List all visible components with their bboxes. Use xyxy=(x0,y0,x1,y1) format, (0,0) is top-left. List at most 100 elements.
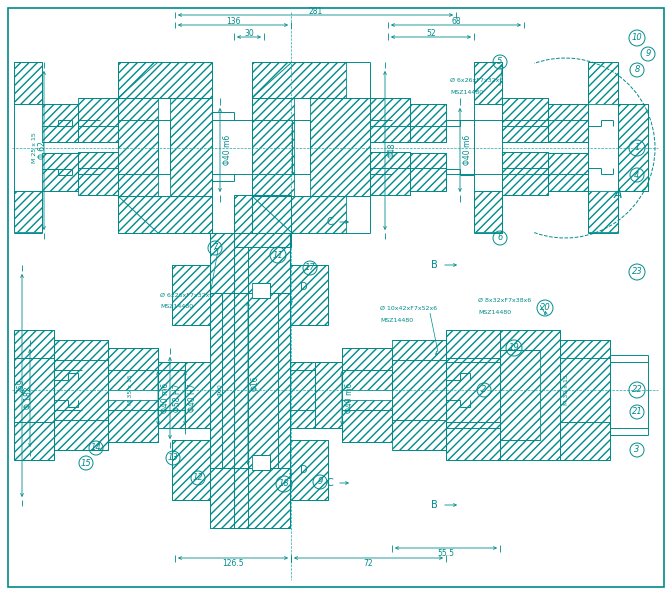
Bar xyxy=(502,98,548,142)
Text: 20: 20 xyxy=(540,303,550,312)
Text: 126.5: 126.5 xyxy=(222,559,244,568)
Bar xyxy=(118,98,158,196)
Text: 7: 7 xyxy=(212,243,218,252)
Text: MSZ14480: MSZ14480 xyxy=(450,89,483,95)
Text: Φ58 H7: Φ58 H7 xyxy=(173,384,182,412)
Bar xyxy=(588,62,618,104)
Text: 23: 23 xyxy=(632,268,642,277)
Text: 11: 11 xyxy=(273,250,284,259)
Text: Ø 6x26xF7x32x6: Ø 6x26xF7x32x6 xyxy=(450,77,503,83)
Text: Ø 8x32xF7x38x6: Ø 8x32xF7x38x6 xyxy=(478,298,532,302)
Text: 269: 269 xyxy=(16,378,25,393)
Bar xyxy=(370,98,410,142)
Bar xyxy=(210,233,290,293)
Bar xyxy=(618,104,648,191)
Bar xyxy=(410,104,446,142)
Text: Ø 6x26xF7x32x6: Ø 6x26xF7x32x6 xyxy=(160,293,213,298)
Text: 1: 1 xyxy=(634,143,640,152)
Text: D: D xyxy=(300,465,308,475)
Bar xyxy=(252,283,270,298)
Bar xyxy=(234,195,291,247)
Text: Φ40 m6: Φ40 m6 xyxy=(345,383,354,413)
Bar xyxy=(560,340,610,460)
Text: M 35 x 15: M 35 x 15 xyxy=(128,375,132,405)
Text: 22: 22 xyxy=(632,386,642,394)
Bar xyxy=(54,340,108,450)
Bar xyxy=(588,191,618,232)
Text: Ø 10x42xF7x52x6: Ø 10x42xF7x52x6 xyxy=(380,305,437,311)
Bar xyxy=(108,400,158,442)
Bar xyxy=(42,104,78,142)
Text: 6: 6 xyxy=(497,233,503,243)
Text: 72: 72 xyxy=(364,559,374,568)
Text: 13: 13 xyxy=(167,453,178,462)
Text: Φ48: Φ48 xyxy=(388,143,397,158)
Text: 12: 12 xyxy=(193,474,204,483)
Bar xyxy=(548,104,588,142)
Bar xyxy=(252,455,270,470)
Text: 136: 136 xyxy=(226,17,241,26)
Bar xyxy=(548,153,588,191)
Bar xyxy=(290,362,342,428)
Text: C: C xyxy=(327,217,333,227)
Text: Φ40 m6: Φ40 m6 xyxy=(223,135,232,165)
Text: 18: 18 xyxy=(279,480,290,488)
Bar xyxy=(500,350,540,440)
Bar xyxy=(252,62,346,98)
Bar xyxy=(14,330,54,460)
Text: 9: 9 xyxy=(645,49,650,58)
Text: Φ40 m6: Φ40 m6 xyxy=(463,135,472,165)
Text: Φ16: Φ16 xyxy=(251,376,260,392)
Text: Φ40 m6: Φ40 m6 xyxy=(161,383,170,413)
Bar xyxy=(474,62,502,104)
Bar xyxy=(252,196,346,233)
Text: 68: 68 xyxy=(451,17,461,26)
Text: 281: 281 xyxy=(308,7,323,15)
Bar xyxy=(290,440,328,500)
Bar xyxy=(170,98,212,196)
Bar xyxy=(118,62,212,98)
Bar xyxy=(370,152,410,195)
Text: C: C xyxy=(327,478,333,488)
Bar xyxy=(78,98,118,142)
Bar xyxy=(410,153,446,191)
Bar xyxy=(342,348,392,390)
Text: 3: 3 xyxy=(634,446,640,455)
Text: 30: 30 xyxy=(244,29,254,37)
Text: B: B xyxy=(431,500,437,510)
Bar xyxy=(108,348,158,390)
Text: 19: 19 xyxy=(509,343,519,352)
Text: 8: 8 xyxy=(634,65,640,74)
Bar xyxy=(14,191,42,232)
Text: 55.5: 55.5 xyxy=(437,549,454,558)
Text: 5: 5 xyxy=(497,58,503,67)
Bar xyxy=(342,400,392,442)
Text: MSZ14480: MSZ14480 xyxy=(478,309,511,315)
Text: Φ 62: Φ 62 xyxy=(38,142,47,159)
Text: 2: 2 xyxy=(481,386,487,394)
Text: Φ60: Φ60 xyxy=(218,384,222,396)
Bar xyxy=(210,468,290,528)
Text: B: B xyxy=(431,260,437,270)
Text: MSZ14480: MSZ14480 xyxy=(160,305,193,309)
Bar xyxy=(500,330,560,460)
Text: M 30 x 15: M 30 x 15 xyxy=(564,375,569,405)
Bar xyxy=(78,152,118,195)
Bar xyxy=(172,440,210,500)
Text: A: A xyxy=(614,189,622,202)
Text: 17: 17 xyxy=(304,264,315,273)
Bar xyxy=(502,152,548,195)
Text: 15: 15 xyxy=(81,459,91,468)
Text: M 25 x 15: M 25 x 15 xyxy=(32,133,36,164)
Text: D: D xyxy=(300,282,308,292)
Bar xyxy=(446,330,500,460)
Bar xyxy=(392,340,446,450)
Text: 10: 10 xyxy=(632,33,642,42)
Text: 14: 14 xyxy=(91,443,101,453)
Text: MSZ14480: MSZ14480 xyxy=(380,318,413,322)
Bar xyxy=(42,153,78,191)
Text: Φ40 H7: Φ40 H7 xyxy=(188,384,197,412)
Bar xyxy=(210,293,290,468)
Text: 9: 9 xyxy=(317,478,323,487)
Text: 21: 21 xyxy=(632,408,642,416)
